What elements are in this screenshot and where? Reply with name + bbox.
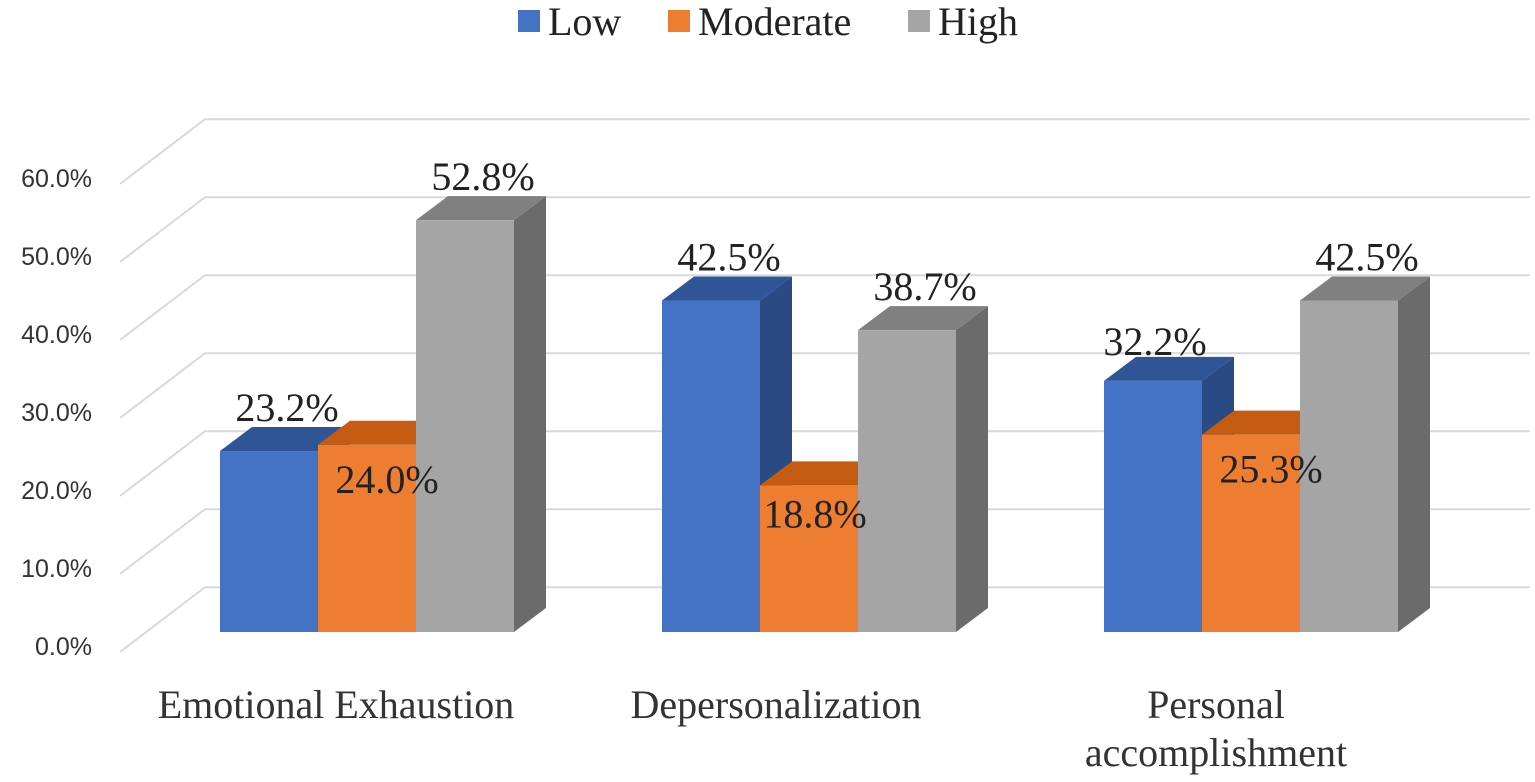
- bars: [220, 196, 1430, 632]
- legend-label: High: [938, 0, 1018, 44]
- gridline: [119, 196, 1530, 263]
- bar-top: [1300, 276, 1430, 301]
- category-labels: Emotional Exhaustion Depersonalization Per…: [158, 682, 1347, 775]
- bar-top: [416, 196, 546, 221]
- bar-high-2: [858, 306, 988, 632]
- legend-label: Low: [548, 0, 621, 44]
- gridline: [119, 352, 1530, 419]
- bar-front: [760, 485, 858, 632]
- gridline: [119, 118, 1530, 185]
- bar-front: [662, 300, 760, 632]
- legend-item-low: Low: [518, 0, 621, 44]
- data-label-high: 42.5%: [1315, 235, 1418, 280]
- y-tick-label: 30.0%: [21, 399, 92, 427]
- bar-front: [858, 330, 956, 632]
- bar-high-3: [1300, 276, 1430, 632]
- gridline: [119, 586, 1530, 653]
- data-label-moderate: 25.3%: [1219, 447, 1322, 492]
- bar-front: [220, 451, 318, 632]
- bar-top: [1202, 410, 1332, 435]
- y-tick-label: 0.0%: [35, 633, 92, 661]
- category-label: Depersonalization: [631, 682, 922, 727]
- data-label-high: 52.8%: [431, 154, 534, 199]
- bar-side: [956, 306, 988, 632]
- bar-front: [1104, 380, 1202, 632]
- y-axis-ticks: 0.0% 10.0% 20.0% 30.0% 40.0% 50.0% 60.0%: [21, 165, 92, 661]
- bar-front: [1300, 300, 1398, 632]
- data-labels: 23.2% 24.0% 52.8% 42.5% 18.8% 38.7% 32.2% 25.3%…: [235, 154, 1418, 536]
- y-tick-label: 60.0%: [21, 165, 92, 193]
- data-label-high: 38.7%: [873, 264, 976, 309]
- y-tick-label: 40.0%: [21, 321, 92, 349]
- legend-item-moderate: Moderate: [668, 0, 851, 44]
- y-tick-label: 10.0%: [21, 555, 92, 583]
- bar-top: [760, 461, 890, 486]
- data-label-moderate: 24.0%: [335, 457, 438, 502]
- bar-high-1: [416, 196, 546, 632]
- y-tick-label: 20.0%: [21, 477, 92, 505]
- category-label: accomplishment: [1085, 730, 1347, 775]
- legend-label: Moderate: [698, 0, 851, 44]
- gridline: [119, 274, 1530, 341]
- category-label: Personal: [1147, 682, 1285, 727]
- bar-top: [662, 276, 792, 301]
- data-label-low: 42.5%: [677, 235, 780, 280]
- gridline: [119, 430, 1530, 497]
- legend-item-high: High: [908, 0, 1018, 44]
- data-label-moderate: 18.8%: [763, 491, 866, 536]
- bar-front: [1202, 434, 1300, 632]
- gridline: [119, 508, 1530, 575]
- bar-side: [1398, 276, 1430, 632]
- bar-side: [514, 196, 546, 632]
- bar-front: [318, 444, 416, 632]
- data-label-low: 32.2%: [1103, 319, 1206, 364]
- category-label: Emotional Exhaustion: [158, 682, 515, 727]
- data-label-low: 23.2%: [235, 385, 338, 430]
- bar-top: [1104, 356, 1234, 381]
- bar-front: [416, 220, 514, 632]
- gridlines: [119, 118, 1530, 653]
- legend-swatch: [668, 10, 690, 32]
- legend-swatch: [518, 10, 540, 32]
- legend: Low Moderate High: [518, 0, 1018, 44]
- bar-top: [858, 306, 988, 331]
- bar-top: [318, 420, 448, 445]
- legend-swatch: [908, 10, 930, 32]
- y-tick-label: 50.0%: [21, 243, 92, 271]
- bar-top: [220, 427, 350, 452]
